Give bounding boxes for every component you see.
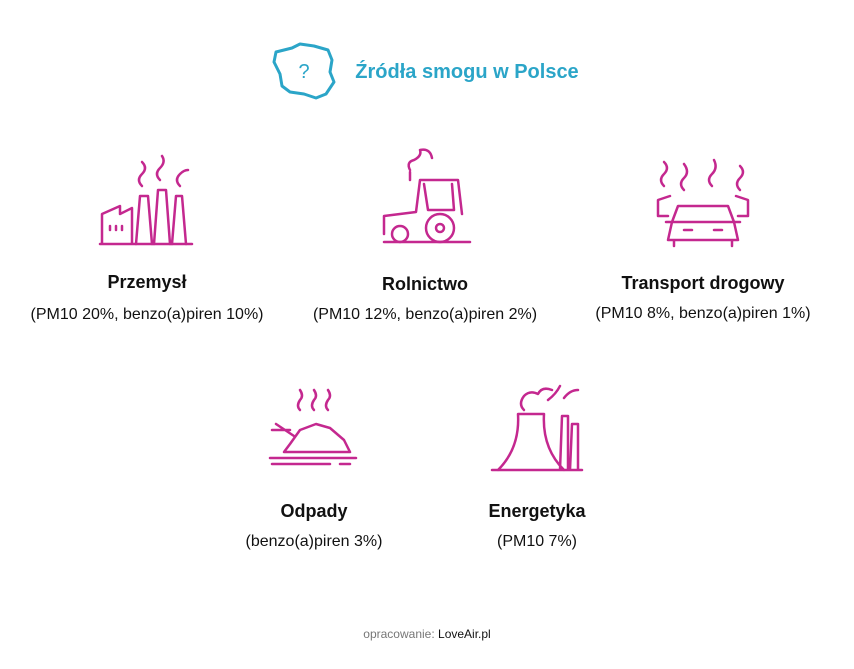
item-detail: (PM10 7%) xyxy=(496,533,578,550)
transport-icon xyxy=(656,158,750,248)
item-detail: (PM10 12%, benzo(a)piren 2%) xyxy=(312,306,538,323)
footer-label: opracowanie: xyxy=(363,627,435,641)
energy-icon xyxy=(490,384,584,472)
item-detail: (PM10 8%, benzo(a)piren 1%) xyxy=(595,305,811,322)
footer-source: LoveAir.pl xyxy=(438,627,491,641)
item-title: Energetyka xyxy=(488,501,586,521)
page-title: Źródła smogu w Polsce xyxy=(355,61,579,83)
item-title: Przemysł xyxy=(107,272,187,292)
waste-icon xyxy=(268,388,358,466)
footer: opracowanie: LoveAir.pl xyxy=(363,627,490,641)
poland-icon xyxy=(272,42,336,100)
item-detail: (benzo(a)piren 3%) xyxy=(245,533,383,550)
item-detail: (PM10 20%, benzo(a)piren 10%) xyxy=(30,306,264,323)
industry-icon xyxy=(98,154,194,246)
poland-icon-label: ? xyxy=(298,61,309,83)
item-title: Rolnictwo xyxy=(382,274,468,294)
item-title: Transport drogowy xyxy=(621,273,785,293)
agriculture-icon xyxy=(382,148,472,244)
item-title: Odpady xyxy=(280,501,348,521)
